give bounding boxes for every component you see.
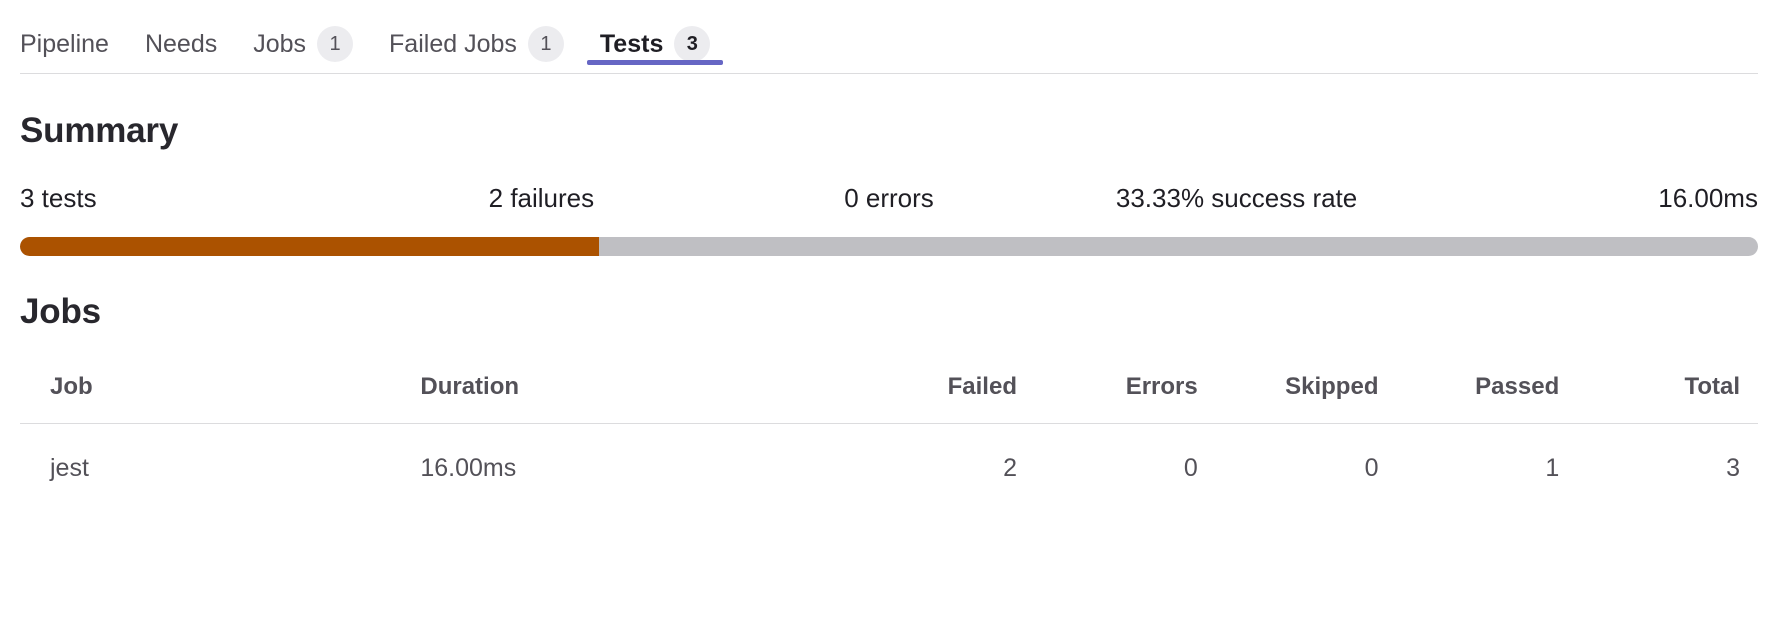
tab-label: Jobs	[253, 29, 307, 58]
cell-passed: 1	[1545, 454, 1560, 482]
success-rate-progress-fill	[20, 237, 600, 256]
column-header-errors: Errors	[1034, 357, 1216, 424]
column-header-total: Total	[1577, 357, 1758, 424]
tab-count-badge: 3	[674, 26, 711, 62]
cell-skipped: 0	[1364, 454, 1379, 482]
tab-pipeline[interactable]: Pipeline	[20, 0, 127, 74]
tab-count-badge: 1	[317, 26, 354, 62]
active-tab-indicator	[25, 60, 122, 65]
cell-total: 3	[1726, 454, 1740, 482]
tab-failed-jobs[interactable]: Failed Jobs 1	[371, 0, 582, 74]
stat-duration: 16.00ms	[1658, 183, 1758, 213]
jobs-table-body: jest 16.00ms 2 0 0 1 3	[20, 424, 1758, 506]
stat-errors: 0 errors	[844, 183, 934, 213]
column-header-duration: Duration	[402, 357, 855, 424]
tab-label: Failed Jobs	[389, 29, 517, 58]
active-tab-indicator	[376, 60, 577, 65]
jobs-table: Job Duration Failed Errors Skipped Passed Tota…	[20, 357, 1758, 505]
jobs-table-head: Job Duration Failed Errors Skipped Passed Tota…	[20, 357, 1758, 424]
tab-label: Pipeline	[20, 29, 109, 58]
active-tab-indicator	[132, 60, 230, 65]
tab-count-badge: 1	[527, 26, 564, 62]
stat-failures: 2 failures	[488, 183, 595, 213]
tab-label: Needs	[144, 29, 218, 58]
column-header-skipped: Skipped	[1215, 357, 1397, 424]
column-header-job: Job	[20, 357, 403, 424]
tab-jobs[interactable]: Jobs 1	[235, 0, 371, 74]
stat-total-tests: 3 tests	[20, 183, 97, 213]
success-rate-progress-bar	[20, 237, 1758, 256]
cell-duration: 16.00ms	[420, 454, 517, 482]
column-header-passed: Passed	[1396, 357, 1578, 424]
cell-errors: 0	[1183, 454, 1198, 482]
table-header-row: Job Duration Failed Errors Skipped Passed Tota…	[20, 357, 1758, 424]
table-row[interactable]: jest 16.00ms 2 0 0 1 3	[20, 424, 1758, 506]
active-tab-indicator	[240, 60, 366, 65]
stat-success-rate: 33.33% success rate	[1115, 183, 1358, 213]
cell-job: jest	[50, 454, 89, 482]
column-header-failed: Failed	[854, 357, 1035, 424]
cell-failed: 2	[1003, 454, 1017, 482]
summary-stats-row: 3 tests 2 failures 0 errors 33.33% success …	[20, 185, 1758, 211]
tab-needs[interactable]: Needs	[127, 0, 235, 74]
page-title-jobs: Jobs	[20, 292, 101, 331]
tab-label: Tests	[599, 29, 664, 58]
tab-tests[interactable]: Tests 3	[582, 0, 728, 74]
pipeline-tabs: Pipeline Needs Jobs 1 Failed Jobs 1 Tests 3	[0, 0, 1778, 85]
active-tab-indicator	[586, 60, 724, 65]
page-title-summary: Summary	[20, 111, 179, 150]
